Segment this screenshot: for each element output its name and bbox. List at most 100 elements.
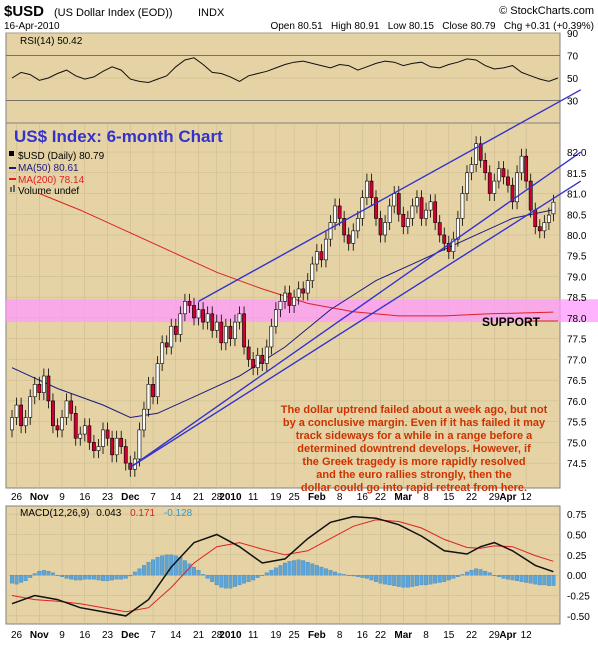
macd-hist-bar [465, 571, 469, 576]
macd-hist-bar [392, 575, 397, 586]
macd-hist-bar [405, 575, 410, 588]
candle-body [28, 396, 33, 418]
candle-body [428, 201, 433, 211]
macd-hist-bar [228, 575, 233, 589]
macd-hist-bar [101, 575, 105, 582]
candle-body [524, 155, 529, 182]
macd-hist-bar [173, 555, 178, 576]
macd-tick-label: 0.75 [567, 510, 587, 521]
date-tick-label: 16 [357, 630, 369, 641]
macd-hist-bar [360, 575, 365, 578]
commentary-line-6: and the euro rallies strongly, then the [316, 469, 511, 481]
candle-body [474, 143, 479, 165]
macd-hist-bar [146, 562, 151, 576]
macd-hist-bar [182, 560, 187, 576]
candle-body [296, 288, 301, 298]
candle-body [160, 342, 165, 364]
chart-date: 16-Apr-2010 [4, 21, 60, 32]
candle-body [337, 205, 342, 219]
date-tick-label: 8 [423, 492, 429, 503]
rsi-grid [6, 32, 560, 101]
legend-volume: Volume undef [18, 186, 79, 197]
candle-body [73, 413, 78, 439]
candle-body [192, 305, 196, 319]
candle-body [105, 429, 110, 439]
candle-body [164, 342, 169, 348]
candle-body [364, 180, 369, 198]
trendline [129, 151, 582, 468]
candle-body [37, 384, 42, 393]
macd-hist-bar [87, 575, 92, 580]
candle-body [369, 180, 374, 198]
candle-body [151, 384, 155, 398]
date-tick-label: 14 [170, 630, 182, 641]
macd-signal-value: 0.171 [130, 508, 155, 519]
candle-body [201, 309, 206, 323]
candle-body [360, 197, 365, 219]
candle-body [283, 292, 287, 302]
candle-body [319, 251, 324, 261]
macd-hist-bar [273, 567, 278, 576]
macd-hist-bar [69, 575, 74, 580]
candle-body [410, 205, 415, 219]
candle-body [205, 313, 210, 323]
macd-hist-bar [469, 570, 474, 576]
candle-body [123, 446, 128, 464]
price-tick-label: 78.0 [567, 314, 587, 325]
macd-tick-label: 0.50 [567, 530, 587, 541]
price-axis: 74.5 75.0 75.5 76.0 76.5 77.0 77.5 78.0 78.5 79.0… [567, 148, 587, 470]
macd-hist-bar [383, 575, 388, 585]
candle-body [460, 193, 465, 219]
macd-grid [6, 506, 560, 624]
macd-hist-bar [123, 575, 128, 579]
candle-body [32, 384, 37, 398]
macd-hist-bar [237, 575, 242, 586]
candle-body [314, 251, 319, 265]
macd-hist-bar [160, 555, 165, 576]
rsi-tick-label: 30 [567, 97, 579, 108]
macd-hist-bar [73, 575, 78, 581]
candle-body [305, 280, 310, 294]
candle-body [433, 201, 438, 223]
copyright-label: © StockCharts.com [499, 5, 594, 17]
macd-hist-bar [51, 572, 55, 576]
macd-hist-bar [487, 572, 492, 576]
date-tick-label: 19 [270, 492, 282, 503]
macd-hist-bar [219, 575, 224, 588]
date-tick-label: Apr [499, 630, 516, 641]
candle-body [533, 209, 538, 227]
date-tick-label: 9 [59, 630, 65, 641]
date-tick-label: 21 [193, 492, 205, 503]
rsi-line [11, 57, 559, 84]
index-name: (US Dollar Index (EOD)) [54, 7, 173, 19]
candle-body [228, 325, 233, 339]
macd-hist-bar [301, 560, 306, 576]
macd-hist-bar [442, 575, 447, 582]
macd-value: 0.043 [96, 508, 121, 519]
macd-hist-bar [14, 575, 19, 585]
date-tick-label: 7 [150, 492, 156, 503]
date-tick-label: 25 [289, 492, 301, 503]
price-tick-label: 75.5 [567, 418, 587, 429]
macd-panel [5, 505, 561, 625]
macd-hist-bar [151, 559, 155, 576]
candle-body [492, 180, 497, 194]
macd-hist-bar [378, 575, 383, 584]
date-tick-label: 12 [521, 492, 533, 503]
date-tick-label: 26 [11, 492, 23, 503]
candle-body [496, 168, 501, 182]
macd-hist-bar [546, 575, 551, 586]
macd-hist-bar [269, 570, 274, 576]
macd-hist-bar [246, 575, 251, 582]
macd-hist-bar [355, 575, 360, 577]
macd-hist-bar [110, 575, 115, 581]
candle-body [424, 209, 428, 219]
macd-hist-bar [23, 575, 28, 582]
date-tick-label: 8 [337, 630, 343, 641]
candle-body [92, 442, 96, 451]
date-tick-label: Mar [394, 630, 412, 641]
macd-hist-bar [537, 575, 542, 586]
candle-body [242, 313, 246, 348]
price-tick-label: 74.5 [567, 459, 587, 470]
